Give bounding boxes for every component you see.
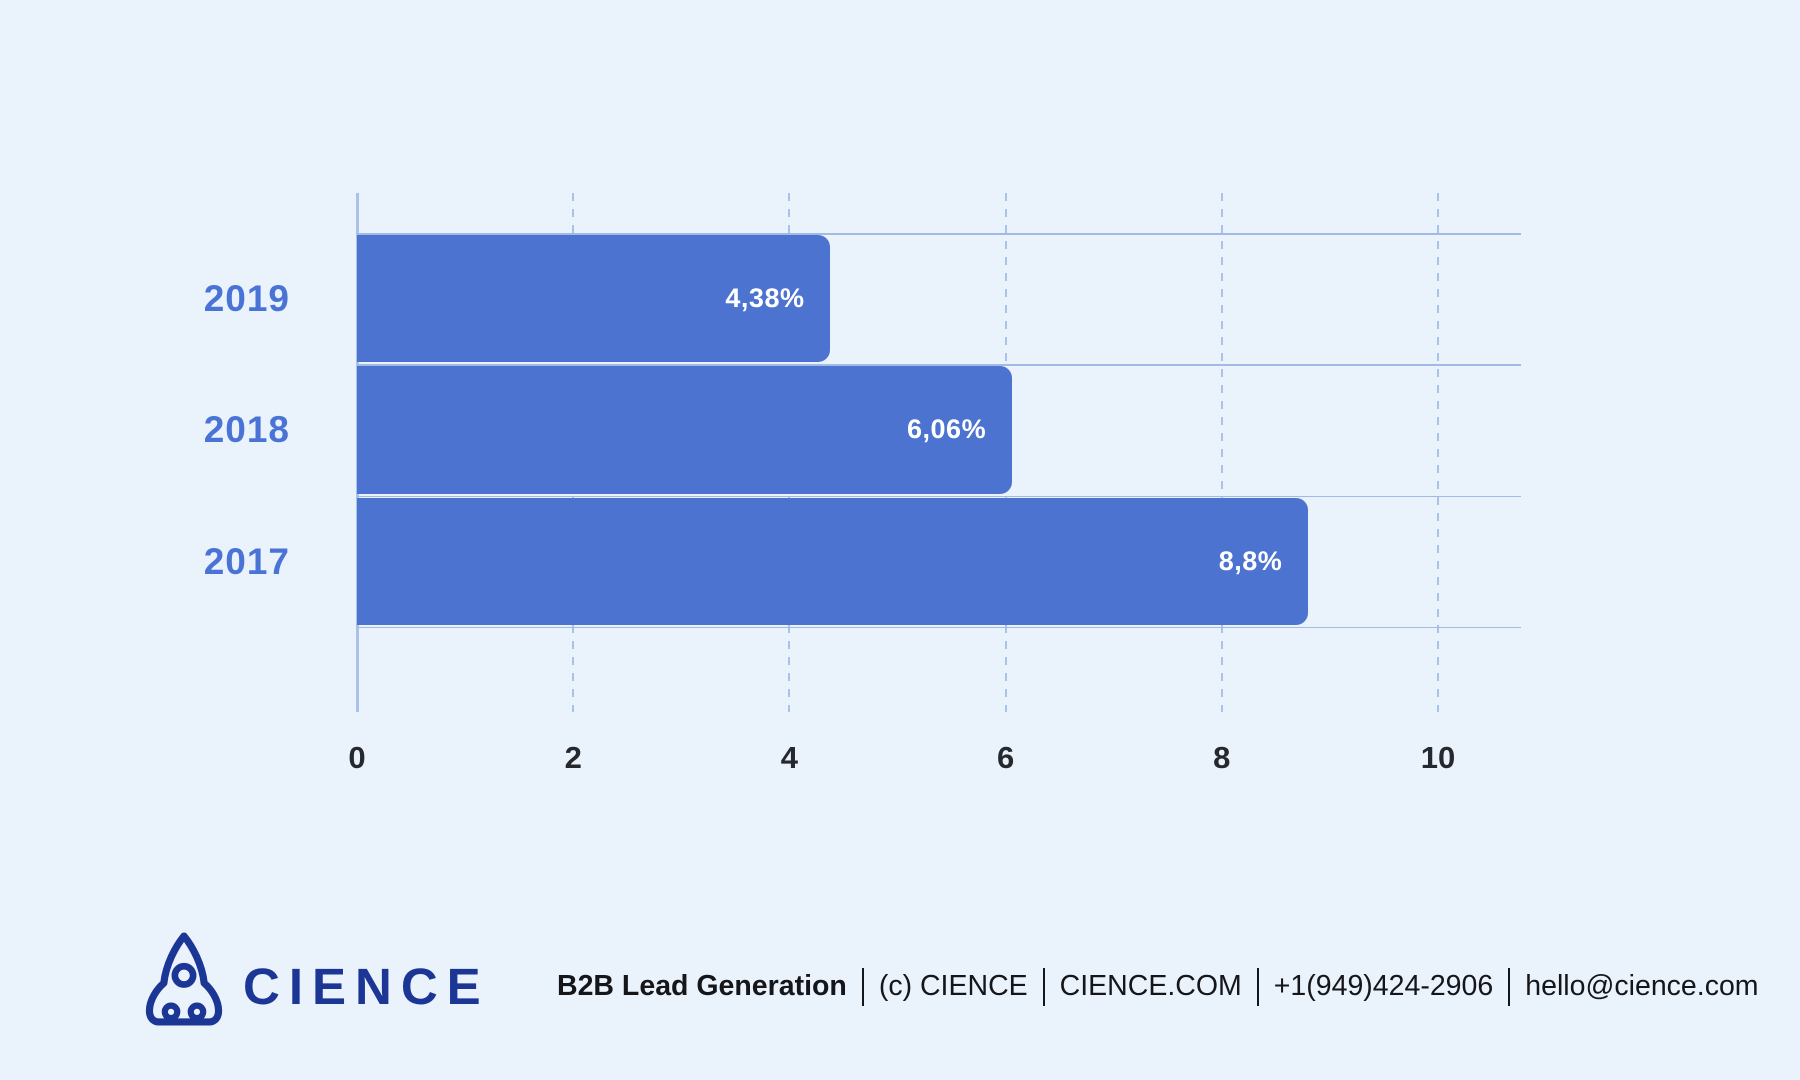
gridline-8 [1220,193,1223,712]
bar-2018: 6,06% [357,366,1013,494]
separator-bar [1256,968,1259,1006]
x-tick-2: 2 [564,740,582,775]
category-label-2018: 2018 [203,409,290,451]
row-line [357,233,1521,235]
bar-value-label: 6,06% [907,414,987,445]
footer-segment: B2B Lead Generation [557,969,847,1002]
category-label-2017: 2017 [203,540,290,582]
footer-segment: hello@cience.com [1525,969,1759,1002]
bar-2017: 8,8% [357,497,1309,625]
footer-segment: (c) CIENCE [878,969,1028,1002]
footer-contact-info: B2B Lead Generation (c) CIENCE CIENCE.COM +… [557,900,1759,1072]
brand-wordmark: CIENCE [243,957,490,1015]
x-tick-4: 4 [780,740,799,775]
x-tick-10: 10 [1420,740,1456,775]
x-tick-6: 6 [996,740,1015,775]
x-tick-0: 0 [348,740,366,775]
row-line [357,626,1521,629]
footer-segment: CIENCE.COM [1059,969,1242,1002]
rocket-icon [145,932,223,1026]
row-line [357,364,1521,366]
bar-2019: 4,38% [357,235,831,363]
bar-value-label: 4,38% [725,283,805,314]
category-label-2019: 2019 [203,278,290,319]
row-line [357,495,1521,498]
bar-value-label: 8,8% [1218,545,1283,576]
separator-bar [1508,968,1511,1006]
gridline-10 [1437,193,1439,712]
footer-brand-bar: CIENCE B2B Lead Generation (c) CIENCE CIEN… [0,900,1800,1080]
footer-segment: +1(949)424-2906 [1273,969,1494,1002]
x-tick-8: 8 [1213,740,1231,775]
separator-bar [1042,968,1045,1006]
separator-bar [861,968,864,1006]
